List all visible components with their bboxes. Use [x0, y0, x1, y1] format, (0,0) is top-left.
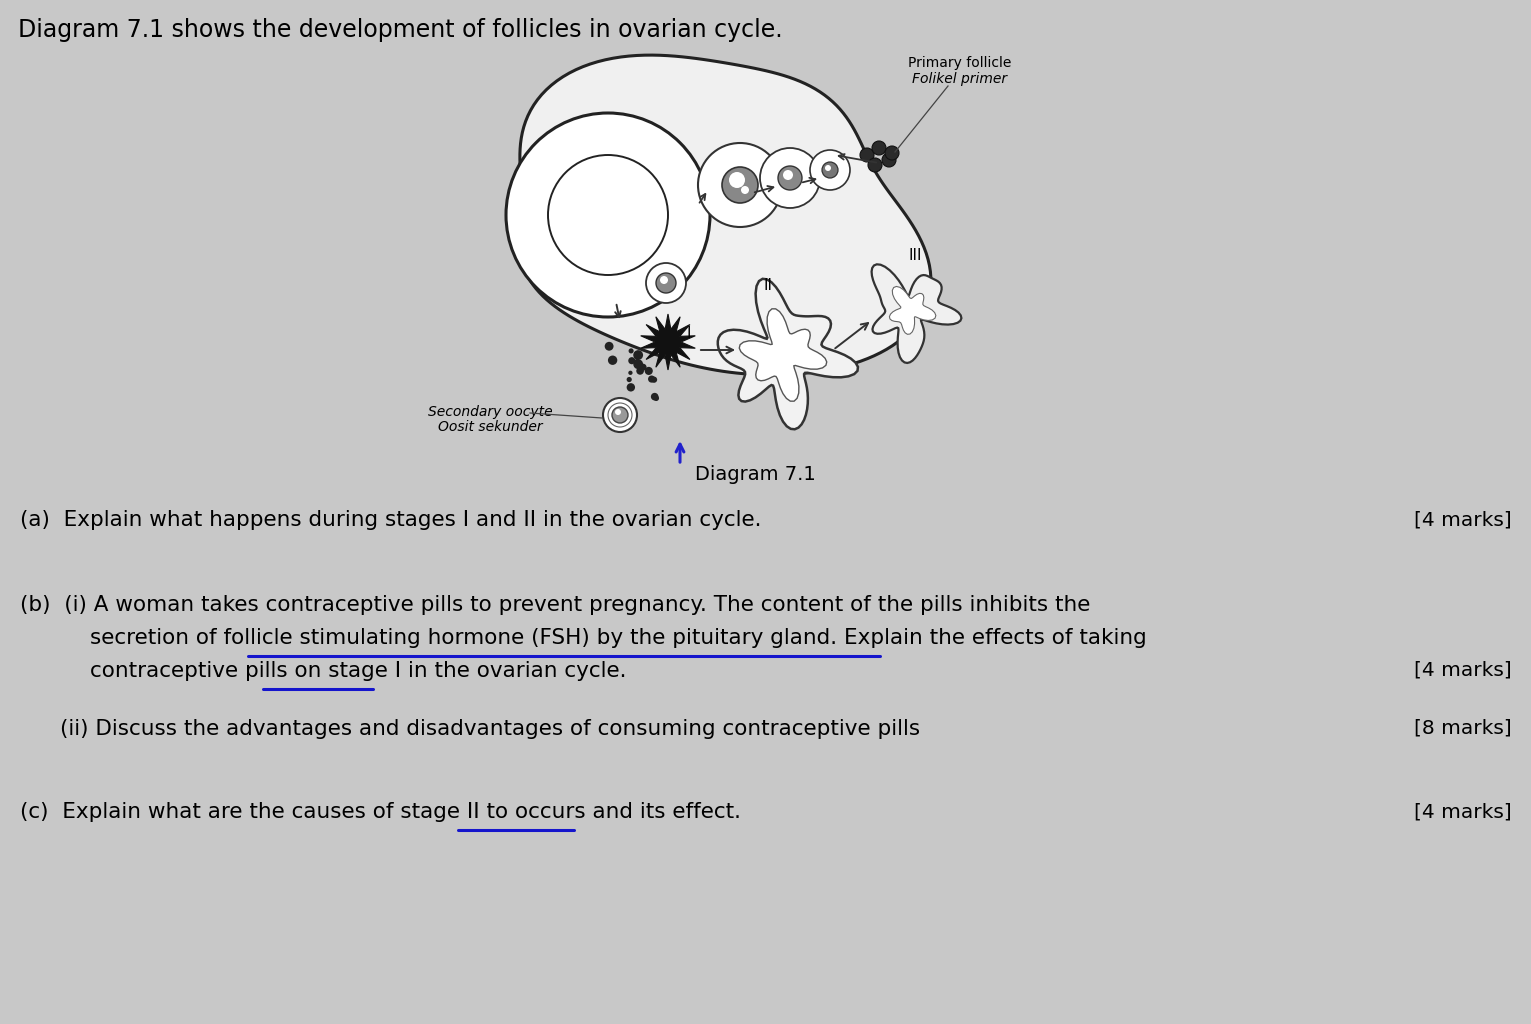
Text: Secondary oocyte: Secondary oocyte: [427, 406, 553, 419]
Circle shape: [628, 371, 632, 375]
Text: (ii) Discuss the advantages and disadvantages of consuming contraceptive pills: (ii) Discuss the advantages and disadvan…: [60, 719, 920, 739]
Circle shape: [507, 113, 710, 317]
Circle shape: [648, 376, 655, 383]
Circle shape: [548, 155, 668, 275]
Circle shape: [723, 167, 758, 203]
Text: contraceptive pills on stage I in the ovarian cycle.: contraceptive pills on stage I in the ov…: [90, 662, 626, 681]
Text: Primary follicle: Primary follicle: [908, 56, 1012, 70]
Circle shape: [655, 273, 677, 293]
Circle shape: [822, 162, 837, 178]
Text: [4 marks]: [4 marks]: [1415, 802, 1513, 821]
Circle shape: [635, 359, 640, 364]
Circle shape: [603, 398, 637, 432]
Circle shape: [868, 158, 882, 172]
Polygon shape: [519, 55, 931, 375]
Circle shape: [882, 153, 896, 167]
Polygon shape: [739, 309, 827, 401]
Circle shape: [634, 359, 643, 369]
Circle shape: [741, 186, 749, 194]
Circle shape: [651, 377, 657, 383]
Circle shape: [729, 172, 746, 188]
Circle shape: [634, 359, 638, 364]
Circle shape: [640, 364, 646, 371]
Text: Diagram 7.1: Diagram 7.1: [695, 465, 816, 484]
Polygon shape: [890, 287, 935, 334]
Text: Diagram 7.1 shows the development of follicles in ovarian cycle.: Diagram 7.1 shows the development of fol…: [18, 18, 782, 42]
Text: [4 marks]: [4 marks]: [1415, 662, 1513, 680]
Circle shape: [873, 141, 886, 155]
Circle shape: [629, 348, 634, 353]
Circle shape: [612, 407, 628, 423]
Circle shape: [654, 395, 658, 401]
Circle shape: [628, 357, 635, 365]
Text: III: III: [908, 248, 922, 262]
Circle shape: [778, 166, 802, 190]
Circle shape: [759, 148, 821, 208]
Circle shape: [782, 170, 793, 180]
Circle shape: [860, 148, 874, 162]
Text: [4 marks]: [4 marks]: [1415, 510, 1513, 529]
Circle shape: [810, 150, 850, 190]
Circle shape: [626, 377, 632, 382]
Circle shape: [615, 409, 622, 415]
Circle shape: [646, 263, 686, 303]
Polygon shape: [718, 279, 857, 429]
Text: I: I: [686, 327, 690, 341]
Polygon shape: [640, 314, 695, 370]
Text: (b)  (i) A woman takes contraceptive pills to prevent pregnancy. The content of : (b) (i) A woman takes contraceptive pill…: [20, 595, 1090, 615]
Polygon shape: [871, 264, 961, 362]
Circle shape: [698, 143, 782, 227]
Circle shape: [645, 367, 652, 375]
Text: secretion of follicle stimulating hormone (FSH) by the pituitary gland. Explain : secretion of follicle stimulating hormon…: [90, 628, 1147, 648]
Circle shape: [634, 350, 643, 360]
Text: Folikel primer: Folikel primer: [912, 72, 1007, 86]
Circle shape: [608, 355, 617, 365]
Text: Oosit sekunder: Oosit sekunder: [438, 420, 542, 434]
Circle shape: [651, 393, 658, 400]
Text: (a)  Explain what happens during stages I and II in the ovarian cycle.: (a) Explain what happens during stages I…: [20, 510, 761, 530]
Circle shape: [626, 383, 635, 391]
Circle shape: [825, 165, 831, 171]
Text: (c)  Explain what are the causes of stage II to occurs and its effect.: (c) Explain what are the causes of stage…: [20, 802, 741, 822]
Circle shape: [605, 342, 614, 350]
Text: [8 marks]: [8 marks]: [1415, 719, 1513, 738]
Circle shape: [637, 367, 645, 375]
Text: II: II: [764, 278, 773, 293]
Circle shape: [885, 146, 899, 160]
Circle shape: [660, 276, 668, 284]
